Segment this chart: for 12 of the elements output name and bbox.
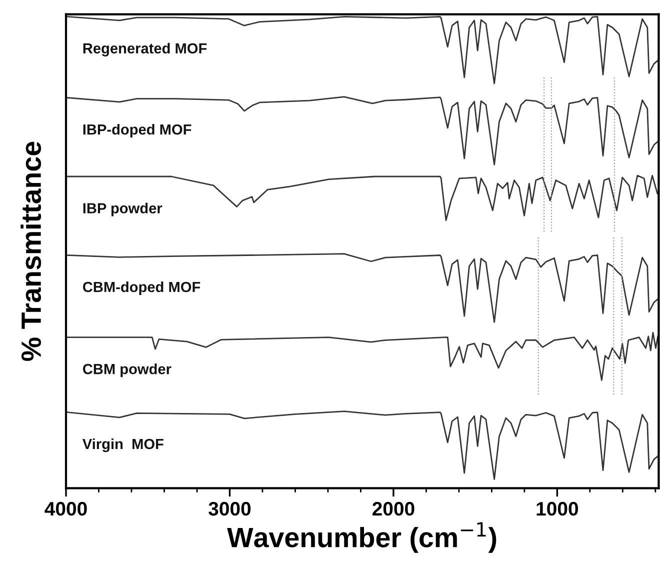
series-label: CBM-doped MOF	[82, 281, 200, 296]
x-axis-title: Wavenumber (cm$^{−1}$)	[227, 522, 496, 553]
x-tick-label: 3000	[208, 502, 251, 516]
series-label: IBP powder	[83, 202, 162, 216]
series-label: Regenerated MOF	[83, 42, 207, 56]
series-label: IBP-doped MOF	[83, 124, 192, 138]
series-label: Virgin MOF	[82, 438, 164, 452]
series-label: CBM powder	[82, 364, 172, 378]
y-axis-title: % Transmittance	[20, 142, 42, 361]
x-tick-label: 1000	[536, 502, 578, 516]
x-tick-label: 2000	[372, 502, 414, 516]
x-tick-label: 4000	[44, 502, 87, 516]
